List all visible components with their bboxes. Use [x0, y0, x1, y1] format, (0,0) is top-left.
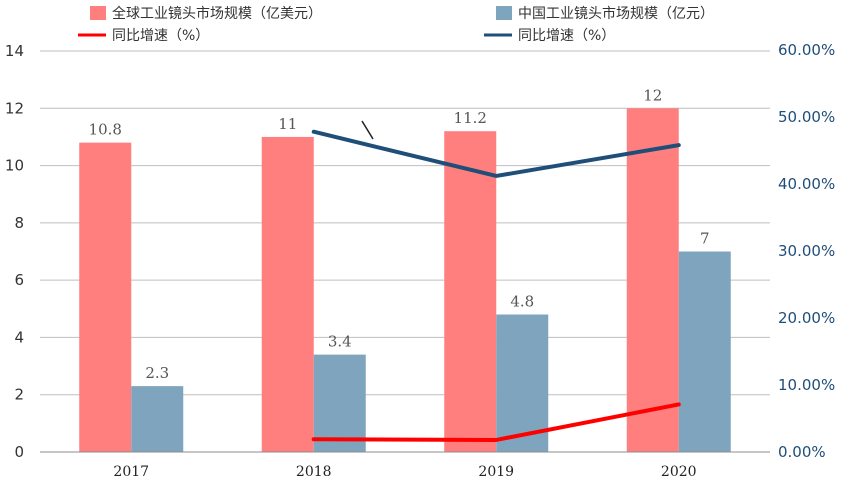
bar — [444, 131, 497, 452]
y-left-tick-label: 6 — [14, 271, 24, 289]
data-label: 4.8 — [510, 293, 534, 311]
series-line — [311, 129, 681, 178]
legend-label: 同比增速（%） — [112, 28, 209, 44]
leader-mark — [361, 120, 374, 140]
x-tick-label: 2017 — [113, 464, 149, 480]
y-right-tick-label: 20.00% — [778, 309, 835, 327]
y-right-tick-label: 10.00% — [778, 376, 835, 394]
y-left-tick-label: 12 — [5, 99, 24, 117]
y-left-tick-label: 0 — [14, 443, 24, 461]
bar — [626, 108, 679, 453]
data-label: 2.3 — [145, 364, 169, 382]
y-right-tick-label: 50.00% — [778, 108, 835, 126]
x-tick-label: 2018 — [296, 464, 332, 480]
series-line — [311, 402, 681, 442]
legend-swatch — [496, 6, 512, 20]
y-left-tick-label: 8 — [14, 214, 24, 232]
bar — [678, 251, 731, 452]
data-label: 7 — [700, 230, 710, 248]
data-label: 11 — [278, 115, 297, 133]
data-label: 10.8 — [89, 121, 122, 139]
y-right-tick-label: 0.00% — [778, 443, 826, 461]
x-tick-label: 2020 — [661, 464, 697, 480]
y-right-tick-label: 60.00% — [778, 41, 835, 59]
y-left-tick-label: 2 — [14, 386, 24, 404]
bar — [261, 136, 314, 452]
y-left-tick-label: 14 — [5, 42, 24, 60]
y-right-tick-label: 30.00% — [778, 242, 835, 260]
legend-label: 全球工业镜头市场规模（亿美元） — [112, 5, 322, 22]
bar — [496, 314, 549, 452]
bar — [79, 142, 132, 452]
legend-swatch — [90, 6, 106, 20]
x-tick-label: 2019 — [478, 464, 514, 480]
legend-label: 同比增速（%） — [518, 28, 615, 44]
bar — [131, 386, 184, 452]
y-left-tick-label: 10 — [5, 157, 24, 175]
data-label: 3.4 — [328, 333, 352, 351]
data-label: 11.2 — [454, 109, 487, 127]
y-left-tick-label: 4 — [14, 328, 24, 346]
legend-label: 中国工业镜头市场规模（亿元） — [518, 5, 714, 22]
bar — [313, 354, 366, 452]
y-right-tick-label: 40.00% — [778, 175, 835, 193]
data-label: 12 — [643, 86, 662, 104]
